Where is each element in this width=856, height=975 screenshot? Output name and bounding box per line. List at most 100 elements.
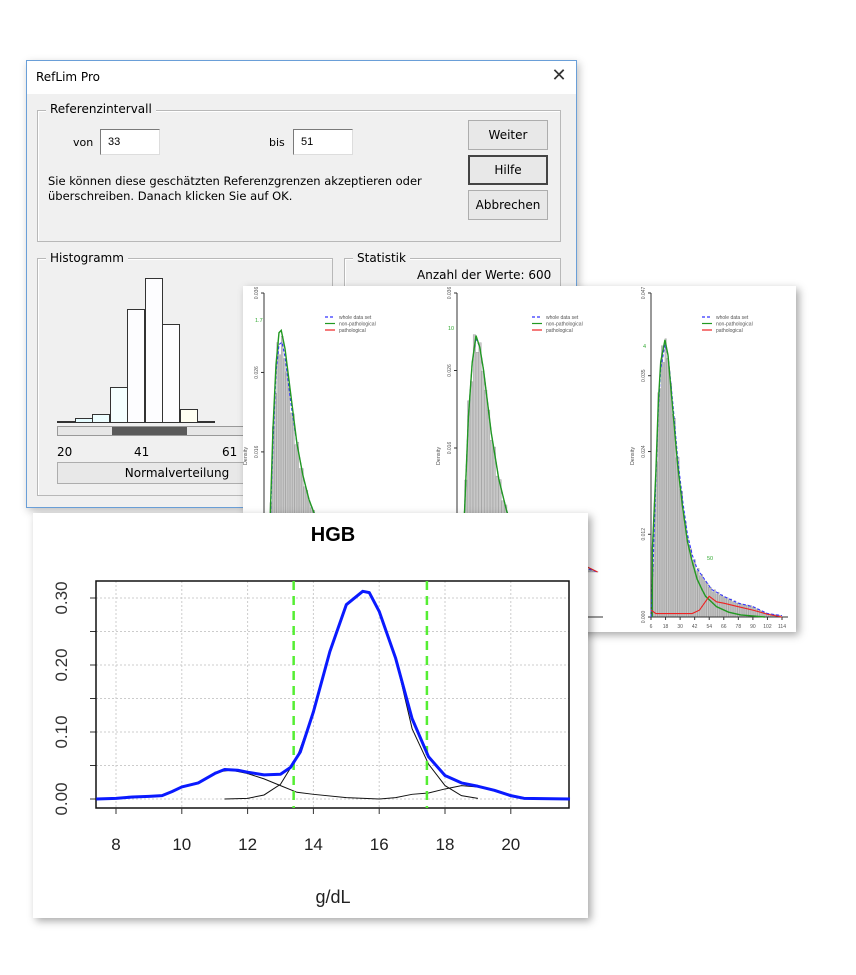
hilfe-button[interactable]: Hilfe	[468, 155, 548, 185]
y-tick-label: 0.035	[641, 369, 647, 382]
range-label-mid: 41	[134, 445, 150, 459]
density-curve-pathological	[650, 595, 783, 618]
density-bar	[730, 598, 733, 618]
statistik-legend: Statistik	[353, 251, 410, 265]
annotation: 4	[643, 344, 646, 350]
y-tick-label: 0.036	[254, 287, 260, 300]
legend-label: non-pathological	[339, 322, 376, 328]
density-bar	[704, 580, 707, 618]
histogram-bar	[92, 414, 110, 423]
legend-label: pathological	[339, 328, 366, 334]
density-bar	[672, 414, 674, 618]
density-curve	[96, 589, 571, 801]
density-curve-whole-data-set	[650, 344, 783, 618]
x-tick-label: 30	[677, 624, 683, 630]
y-tick-label: 0.036	[447, 287, 453, 300]
density-bar	[697, 568, 700, 618]
density-bar	[670, 383, 673, 618]
density-bar	[735, 603, 738, 618]
x-tick-label: 78	[736, 624, 742, 630]
histogram-bar	[162, 324, 180, 423]
histogram-bar	[57, 421, 75, 423]
density-bar	[713, 589, 716, 618]
abbrechen-button[interactable]: Abbrechen	[468, 190, 548, 220]
hgb-chart-panel: HGB g/dL 0.00 0.10 0.20 0.30 8 10 12 14 16 18 20	[33, 513, 588, 918]
density-bar	[692, 560, 694, 618]
y-tick-label: 0.016	[447, 442, 453, 455]
window-title: RefLim Pro	[36, 70, 100, 84]
x-tick-label: 16	[370, 835, 389, 854]
y-tick-label: 0.026	[254, 366, 260, 379]
legend-label: whole data set	[339, 315, 372, 321]
density-bar	[719, 595, 722, 618]
density-bar	[732, 601, 734, 618]
histogram-bar	[144, 278, 163, 423]
density-bar	[662, 362, 665, 618]
von-label: von	[73, 136, 94, 149]
histogram-bar	[74, 417, 93, 423]
x-axis-label: g/dL	[315, 887, 350, 907]
x-tick-label: 14	[304, 835, 323, 854]
normalverteilung-button[interactable]: Normalverteilung	[57, 462, 297, 484]
referenzintervall-group	[37, 110, 561, 242]
x-tick-label: 12	[238, 835, 257, 854]
density-bar	[673, 417, 676, 618]
histogram-bar	[179, 409, 198, 423]
close-icon[interactable]: ✕	[551, 65, 567, 86]
histogram-bar	[109, 387, 128, 423]
histogramm-legend: Histogramm	[46, 251, 128, 265]
density-bar	[701, 574, 703, 618]
component-curve	[214, 769, 511, 800]
x-tick-label: 90	[750, 624, 756, 630]
count-text: Anzahl der Werte: 600	[417, 268, 552, 282]
density-bar	[708, 587, 711, 618]
range-label-max: 61	[222, 445, 238, 459]
y-tick-label: 0.012	[641, 528, 647, 541]
x-tick-label: 54	[706, 624, 712, 630]
plot-frame	[95, 580, 570, 809]
legend-label: pathological	[546, 328, 573, 334]
density-bar	[686, 535, 689, 618]
histogram-bar	[127, 308, 145, 423]
y-tick-label: 0.30	[52, 581, 71, 614]
annotation: 10	[448, 326, 454, 332]
density-bar	[721, 594, 723, 618]
y-tick-label: 0.024	[641, 445, 647, 458]
referenzintervall-legend: Referenzintervall	[46, 102, 156, 116]
annotation: 1.7	[255, 318, 263, 324]
density-bar	[726, 597, 729, 618]
x-tick-label: 114	[778, 624, 786, 630]
density-bar	[688, 544, 691, 618]
y-tick-label: 0.10	[52, 715, 71, 748]
density-curve-non-pathological	[651, 339, 766, 618]
von-input[interactable]	[100, 129, 160, 155]
density-bar	[724, 597, 727, 618]
density-bar	[728, 599, 731, 618]
bis-input[interactable]	[293, 129, 353, 155]
density-bar	[717, 591, 720, 618]
x-tick-label: 66	[721, 624, 727, 630]
y-tick-label: 0.047	[641, 287, 647, 300]
legend-label: non-pathological	[716, 322, 753, 328]
y-tick-label: 0.026	[447, 364, 453, 377]
bis-label: bis	[269, 136, 285, 149]
density-bar	[664, 338, 667, 618]
x-tick-label: 18	[436, 835, 455, 854]
density-bar	[682, 514, 685, 618]
y-axis-label: Density	[436, 447, 442, 466]
x-tick-label: 6	[650, 624, 653, 630]
weiter-button[interactable]: Weiter	[468, 120, 548, 150]
range-label-min: 20	[57, 445, 73, 459]
info-text-line1: Sie können diese geschätzten Referenzgre…	[48, 174, 422, 188]
x-tick-label: 8	[111, 835, 120, 854]
density-bar	[733, 600, 736, 618]
density-bar	[675, 457, 678, 618]
range-slider-selection[interactable]	[112, 427, 187, 435]
info-text-line2: überschreiben. Danach klicken Sie auf OK…	[48, 189, 293, 203]
density-bar	[699, 575, 702, 618]
y-tick-label: 0.00	[52, 782, 71, 815]
title-bar: RefLim Pro ✕	[27, 61, 576, 94]
density-bar	[722, 596, 725, 618]
y-axis-label: Density	[630, 447, 636, 466]
density-bar	[659, 388, 662, 618]
